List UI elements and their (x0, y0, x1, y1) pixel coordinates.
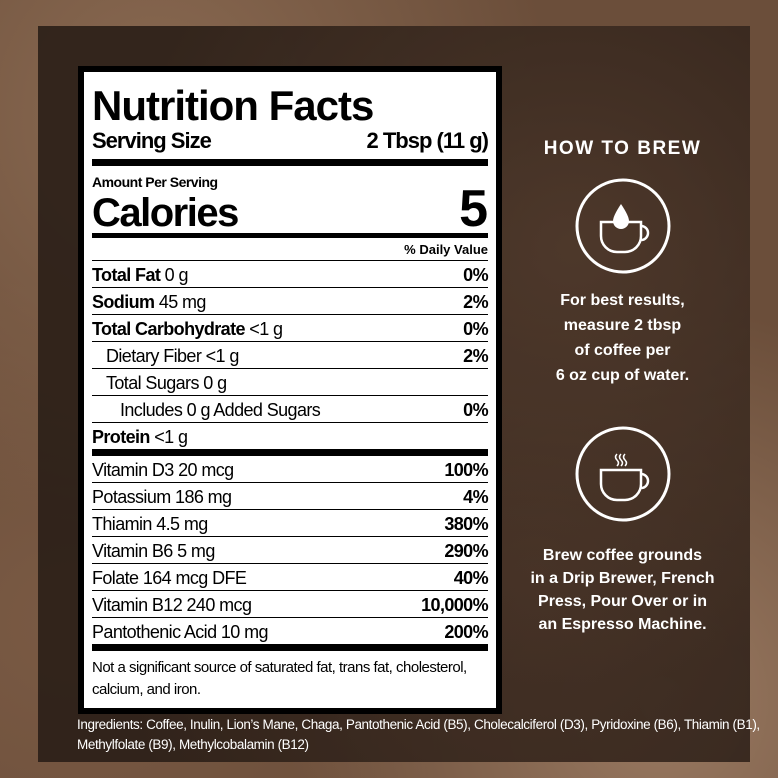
brew-title: HOW TO BREW (543, 138, 702, 159)
vitamin-name: Potassium 186 mg (92, 487, 232, 507)
nutrient-name: Total Sugars (106, 373, 199, 393)
nutrient-row: Total Fat 0 g 0% (92, 261, 489, 288)
vitamin-name: Thiamin 4.5 mg (92, 514, 208, 534)
nutrient-dv: 0% (463, 400, 488, 420)
serving-size-label: Serving Size (92, 128, 212, 153)
nutrient-name: Protein (92, 427, 150, 447)
vitamin-row: Vitamin B6 5 mg 290% (92, 537, 489, 564)
nutrient-row: Total Sugars 0 g (92, 369, 488, 396)
nutrient-row: Protein <1 g (92, 423, 488, 449)
water-drop-cup-icon (575, 178, 670, 274)
step2-line: in a Drip Brewer, French (530, 570, 715, 587)
nutrient-name: Total Fat (92, 265, 161, 285)
how-to-brew-section: HOW TO BREW For best results, measure 2 … (520, 130, 725, 636)
step1-line: measure 2 tbsp (563, 317, 682, 334)
daily-value-header: % Daily Value (92, 238, 488, 261)
divider-thick (92, 449, 488, 456)
nutrient-row: Includes 0 g Added Sugars 0% (92, 396, 489, 423)
vitamin-dv: 100% (444, 460, 488, 480)
vitamin-row: Folate 164 mcg DFE 40% (92, 564, 489, 591)
step2-line: Brew coffee grounds (542, 547, 703, 564)
label-title: Nutrition Facts (92, 82, 374, 129)
nutrient-row: Sodium 45 mg 2% (92, 288, 489, 315)
vitamin-name: Folate 164 mcg DFE (92, 568, 247, 588)
nutrient-name: Total Carbohydrate (92, 319, 245, 339)
vitamin-name: Pantothenic Acid 10 mg (92, 622, 269, 642)
nutrient-name: Sodium (92, 292, 155, 312)
calories-value: 5 (459, 180, 488, 238)
nutrient-row: Total Carbohydrate <1 g 0% (92, 315, 489, 342)
step1-line: 6 oz cup of water. (555, 367, 690, 384)
amount-per-serving: Amount Per Serving (92, 174, 218, 190)
ingredients-text: Ingredients: Coffee, Inulin, Lion’s Mane… (77, 717, 760, 752)
nutrient-amount: 45 mg (158, 292, 207, 312)
vitamin-dv: 380% (444, 514, 488, 534)
vitamin-row: Pantothenic Acid 10 mg 200% (92, 618, 489, 644)
serving-size-value: 2 Tbsp (11 g) (366, 128, 489, 153)
vitamin-dv: 4% (463, 487, 488, 507)
vitamin-row: Thiamin 4.5 mg 380% (92, 510, 489, 537)
serving-size-row: Serving Size 2 Tbsp (11 g) (92, 128, 489, 154)
step1-line: For best results, (560, 292, 685, 309)
calories-label: Calories (92, 191, 239, 235)
step2-line: Press, Pour Over or in (538, 593, 707, 610)
vitamin-dv: 10,000% (421, 595, 488, 615)
nutrient-dv: 2% (463, 346, 488, 366)
vitamin-dv: 200% (444, 622, 488, 642)
divider-medium (92, 233, 488, 238)
vitamin-name: Vitamin B12 240 mcg (92, 595, 252, 615)
divider-thick (92, 644, 488, 651)
divider-thick (92, 159, 488, 166)
step1-line: of coffee per (574, 342, 671, 359)
steaming-cup-icon (575, 426, 670, 522)
vitamin-row: Vitamin B12 240 mcg 10,000% (92, 591, 489, 618)
nutrient-amount: <1 g (249, 319, 283, 339)
nutrient-amount: <1 g (205, 346, 240, 366)
vitamin-name: Vitamin B6 5 mg (92, 541, 215, 561)
nutrient-name: Dietary Fiber (106, 346, 202, 366)
nutrient-amount: 0 g (164, 265, 189, 285)
vitamin-row: Potassium 186 mg 4% (92, 483, 489, 510)
nutrient-dv: 0% (463, 319, 488, 339)
nutrient-amount: <1 g (154, 427, 188, 447)
vitamin-dv: 40% (453, 568, 489, 588)
vitamin-name: Vitamin D3 20 mcg (92, 460, 234, 480)
footnote: Not a significant source of saturated fa… (92, 659, 467, 698)
nutrient-dv: 0% (463, 265, 488, 285)
calories-row: Calories 5 (92, 183, 488, 235)
nutrient-amount: 0 g (203, 373, 227, 393)
vitamin-row: Vitamin D3 20 mcg 100% (92, 456, 489, 483)
nutrition-facts-label: Nutrition Facts Serving Size 2 Tbsp (11 … (78, 66, 502, 714)
nutrient-name: Includes 0 g Added Sugars (120, 400, 321, 420)
nutrient-row: Dietary Fiber <1 g 2% (92, 342, 489, 369)
step2-line: an Espresso Machine. (538, 616, 707, 633)
nutrient-dv: 2% (463, 292, 488, 312)
vitamin-dv: 290% (444, 541, 488, 561)
